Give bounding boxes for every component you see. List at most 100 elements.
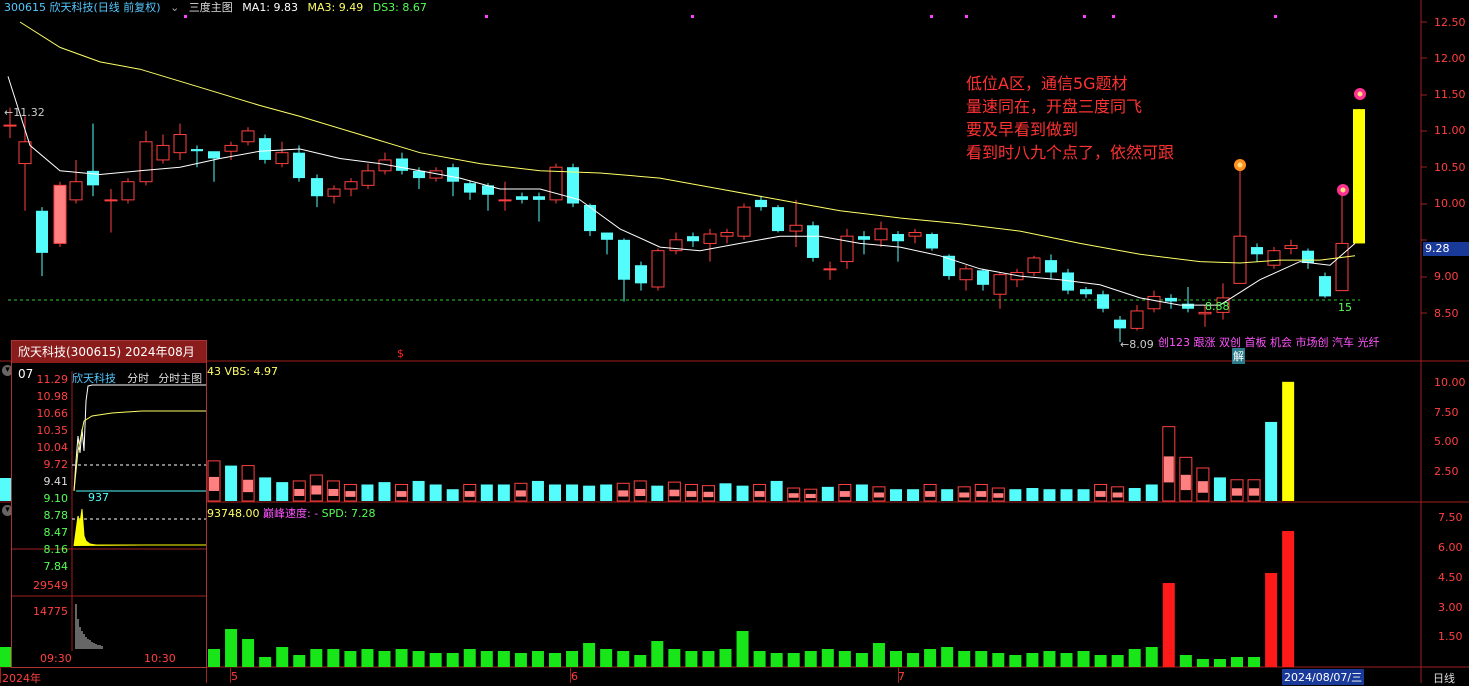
low-price-label: ←8.09 <box>1120 338 1154 351</box>
volume-legend: 43 VBS: 4.97 <box>207 365 279 378</box>
collapse-speed-icon[interactable]: ▾ <box>2 505 13 516</box>
volume-bar <box>890 489 902 501</box>
jie-badge[interactable]: 解 <box>1232 348 1245 364</box>
volume-bar-fill <box>686 491 697 497</box>
main-indicator-name[interactable]: 三度主图 <box>188 1 233 14</box>
current-date-tag: 2024/08/07/三 <box>1282 669 1365 685</box>
candle-body <box>156 144 170 161</box>
volume-bar <box>583 485 596 501</box>
speed-bar <box>361 649 374 667</box>
price-tick: 12.50 <box>1434 16 1466 29</box>
mini-panel-title[interactable]: 欣天科技(300615) 2024年08月07 <box>12 341 206 381</box>
speed-bar <box>446 653 459 667</box>
volume-bar-fill <box>1180 474 1191 491</box>
volume-bar <box>1043 489 1056 501</box>
price-tick: 12.00 <box>1434 52 1466 65</box>
volume-bar <box>429 484 442 501</box>
speed-bar <box>804 651 817 667</box>
candle-body <box>977 270 989 285</box>
candle-body <box>789 224 803 232</box>
flower-marker-center <box>1237 162 1243 168</box>
month-label: 5 <box>231 670 238 683</box>
candle-body <box>1114 319 1126 329</box>
candle-body <box>840 235 854 263</box>
volume-bar-fill <box>515 490 526 497</box>
speed-bar <box>1265 573 1278 667</box>
candle-body <box>18 141 32 165</box>
chart-legend: 300615 欣天科技(日线 前复权) ⌄ 三度主图 MA1: 9.83 MA3… <box>4 0 433 16</box>
volume-bar-fill <box>311 485 322 495</box>
candle-body <box>584 204 596 232</box>
speed-bar <box>497 651 510 667</box>
volume-bar-fill <box>993 493 1004 498</box>
speed-bar <box>0 647 14 667</box>
candle-body <box>1165 297 1177 302</box>
mini-price-tick: 11.29 <box>36 373 69 386</box>
volume-bar-fill <box>464 491 475 497</box>
event-marker <box>184 15 187 18</box>
candle-body <box>908 232 922 237</box>
speed-bar <box>975 651 988 667</box>
event-marker <box>691 15 694 18</box>
mini-tabs: 欣天科技 分时 分时主图 <box>72 367 202 386</box>
volume-tick: 2.50 <box>1434 465 1459 478</box>
candle-body <box>396 158 408 171</box>
candle-body <box>618 239 630 280</box>
candle-body <box>1353 109 1365 244</box>
candle-body <box>687 236 699 242</box>
event-marker <box>930 15 933 18</box>
tab-stock[interactable]: 欣天科技 <box>72 372 116 385</box>
mini-avg-line <box>73 410 206 492</box>
speed-bar <box>651 641 664 667</box>
mini-price-tick: 8.78 <box>43 509 69 522</box>
tab-intraday[interactable]: 分时 <box>127 372 150 385</box>
intraday-mini-panel[interactable]: 欣天科技(300615) 2024年08月07 欣天科技 分时 分时主图 11.… <box>11 340 207 668</box>
candle-body <box>669 239 683 252</box>
candle-body <box>943 255 955 277</box>
volume-bar <box>907 489 920 501</box>
volume-bar-fill <box>788 493 799 498</box>
price-tick: 9.00 <box>1434 270 1459 283</box>
speed-bar <box>753 651 766 667</box>
volume-bar <box>1213 477 1226 501</box>
candle-body <box>567 167 579 204</box>
note-line: 看到时八九个点了，依然可跟 <box>966 143 1175 162</box>
tab-intraday-main[interactable]: 分时主图 <box>158 372 203 385</box>
chevron-down-icon[interactable]: ⌄ <box>170 1 180 14</box>
candle-body <box>533 196 545 200</box>
speed-bar <box>1179 655 1192 667</box>
speed-bar <box>890 651 902 667</box>
candle-body <box>36 210 48 253</box>
speed-bar <box>1043 651 1056 667</box>
speed-bar <box>463 649 476 667</box>
speed-bar <box>1162 583 1175 667</box>
speed-bar <box>1231 657 1243 667</box>
collapse-volume-icon[interactable]: ▾ <box>2 365 13 376</box>
volume-bar <box>566 484 579 501</box>
period-label[interactable]: 日线 <box>1433 672 1455 685</box>
speed-bar <box>1077 651 1090 667</box>
speed-bar <box>293 655 306 667</box>
event-marker <box>1083 15 1086 18</box>
speed-legend: 93748.00 巅峰速度: - SPD: 7.28 <box>207 507 376 520</box>
volume-bar <box>855 484 868 501</box>
stock-title: 300615 欣天科技(日线 前复权) <box>4 1 161 14</box>
speed-bar <box>395 649 408 667</box>
candle-body <box>482 185 494 195</box>
candle-body <box>1027 257 1041 273</box>
candle-body <box>224 144 238 152</box>
volume-bar-fill <box>243 479 254 493</box>
speed-bar <box>617 651 630 667</box>
speed-bar <box>259 657 272 667</box>
event-marker <box>485 15 488 18</box>
price-tick: 11.00 <box>1434 124 1466 137</box>
price-tick: 10.50 <box>1434 161 1466 174</box>
volume-bar <box>821 486 834 501</box>
event-marker <box>1112 15 1115 18</box>
volume-bar <box>378 482 391 501</box>
volume-bar-fill <box>1095 491 1106 497</box>
volume-axis: 10.00 7.50 5.00 2.50 <box>1434 376 1469 506</box>
speed-bar <box>378 651 391 667</box>
speed-bar <box>1248 657 1261 667</box>
